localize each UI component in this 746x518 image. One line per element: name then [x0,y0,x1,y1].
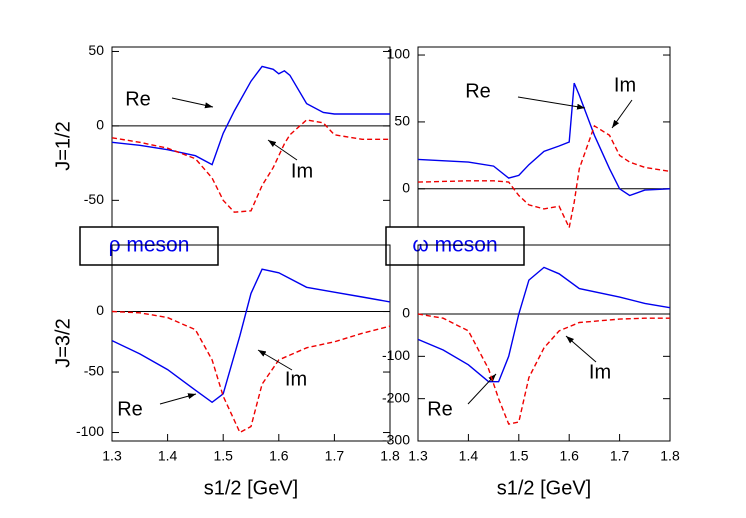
series-line [418,266,670,383]
plot-frame [417,244,671,442]
series-label: Im [589,361,611,383]
x-tick-label: 1.5 [213,448,233,464]
x-tick-label: 1.4 [158,448,178,464]
series-label: Re [465,80,491,102]
series-line [418,82,670,197]
x-tick-label: 1.3 [102,448,122,464]
x-tick-label: 1.3 [408,448,428,464]
x-tick-label: 1.6 [559,448,579,464]
series-line [112,310,390,434]
annotation-arrow [267,139,298,161]
series-line [418,124,670,230]
meson-box [385,226,525,266]
series-label: Im [614,74,636,96]
series-line [112,65,390,166]
series-label: Re [125,88,151,110]
x-axis-label: s1/2 [GeV] [204,477,299,499]
series-line [112,119,390,213]
x-axis-label: s1/2 [GeV] [497,477,592,499]
x-tick-label: 1.7 [610,448,630,464]
x-tick-label: 1.5 [509,448,529,464]
y-tick-label: 0 [96,117,104,133]
y-tick-label: -50 [84,191,104,207]
x-tick-label: 1.7 [325,448,345,464]
annotation-arrow [159,393,197,405]
y-tick-label: 0 [402,180,410,196]
y-tick-label: 50 [394,113,410,129]
series-label: Im [285,368,307,390]
y-tick-label: 100 [387,46,411,62]
y-tick-label: -300 [382,432,410,448]
y-tick-label: -100 [382,347,410,363]
meson-box [79,226,219,266]
series-label: Re [427,398,453,420]
annotation-arrow [517,96,586,110]
plot-frame [111,244,391,442]
series-label: Im [291,160,313,182]
y-axis-label: J=3/2 [52,318,74,367]
x-tick-label: 1.8 [660,448,680,464]
series-line [418,313,670,425]
x-tick-label: 1.8 [380,448,400,464]
y-tick-label: 50 [88,42,104,58]
y-axis-label: J=1/2 [52,121,74,170]
y-tick-label: 0 [96,302,104,318]
series-label: Re [117,398,143,420]
y-tick-label: -200 [382,389,410,405]
x-tick-label: 1.4 [459,448,479,464]
y-tick-label: -100 [76,423,104,439]
y-tick-label: 0 [402,305,410,321]
annotation-arrow [611,99,633,129]
series-line [112,268,390,404]
plot-frame [111,46,391,246]
annotation-arrow [171,97,214,109]
annotation-arrow [565,335,597,363]
annotation-arrow [257,349,293,371]
y-tick-label: -50 [84,363,104,379]
x-tick-label: 1.6 [269,448,289,464]
